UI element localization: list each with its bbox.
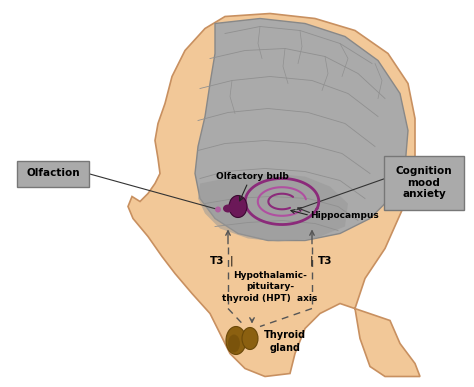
Text: Thyroid
gland: Thyroid gland [264,330,306,353]
Text: Cognition
mood
anxiety: Cognition mood anxiety [396,166,452,199]
Ellipse shape [223,204,233,212]
Polygon shape [195,19,408,240]
Ellipse shape [229,195,247,217]
Text: |: | [310,255,314,266]
Text: Hypothalamic-
pituitary-
thyroid (HPT)  axis: Hypothalamic- pituitary- thyroid (HPT) a… [222,271,318,303]
Ellipse shape [242,327,258,349]
Polygon shape [198,173,348,241]
Ellipse shape [226,327,246,354]
Polygon shape [128,14,420,377]
Text: Hippocampus: Hippocampus [310,211,379,220]
FancyBboxPatch shape [384,156,464,209]
Circle shape [215,207,221,212]
Text: T3: T3 [318,255,332,265]
Text: Olfactory bulb: Olfactory bulb [216,172,288,181]
Text: Olfaction: Olfaction [26,168,80,178]
Text: T3: T3 [210,255,224,265]
Ellipse shape [228,334,240,353]
FancyBboxPatch shape [17,161,89,187]
Text: |: | [230,255,234,266]
